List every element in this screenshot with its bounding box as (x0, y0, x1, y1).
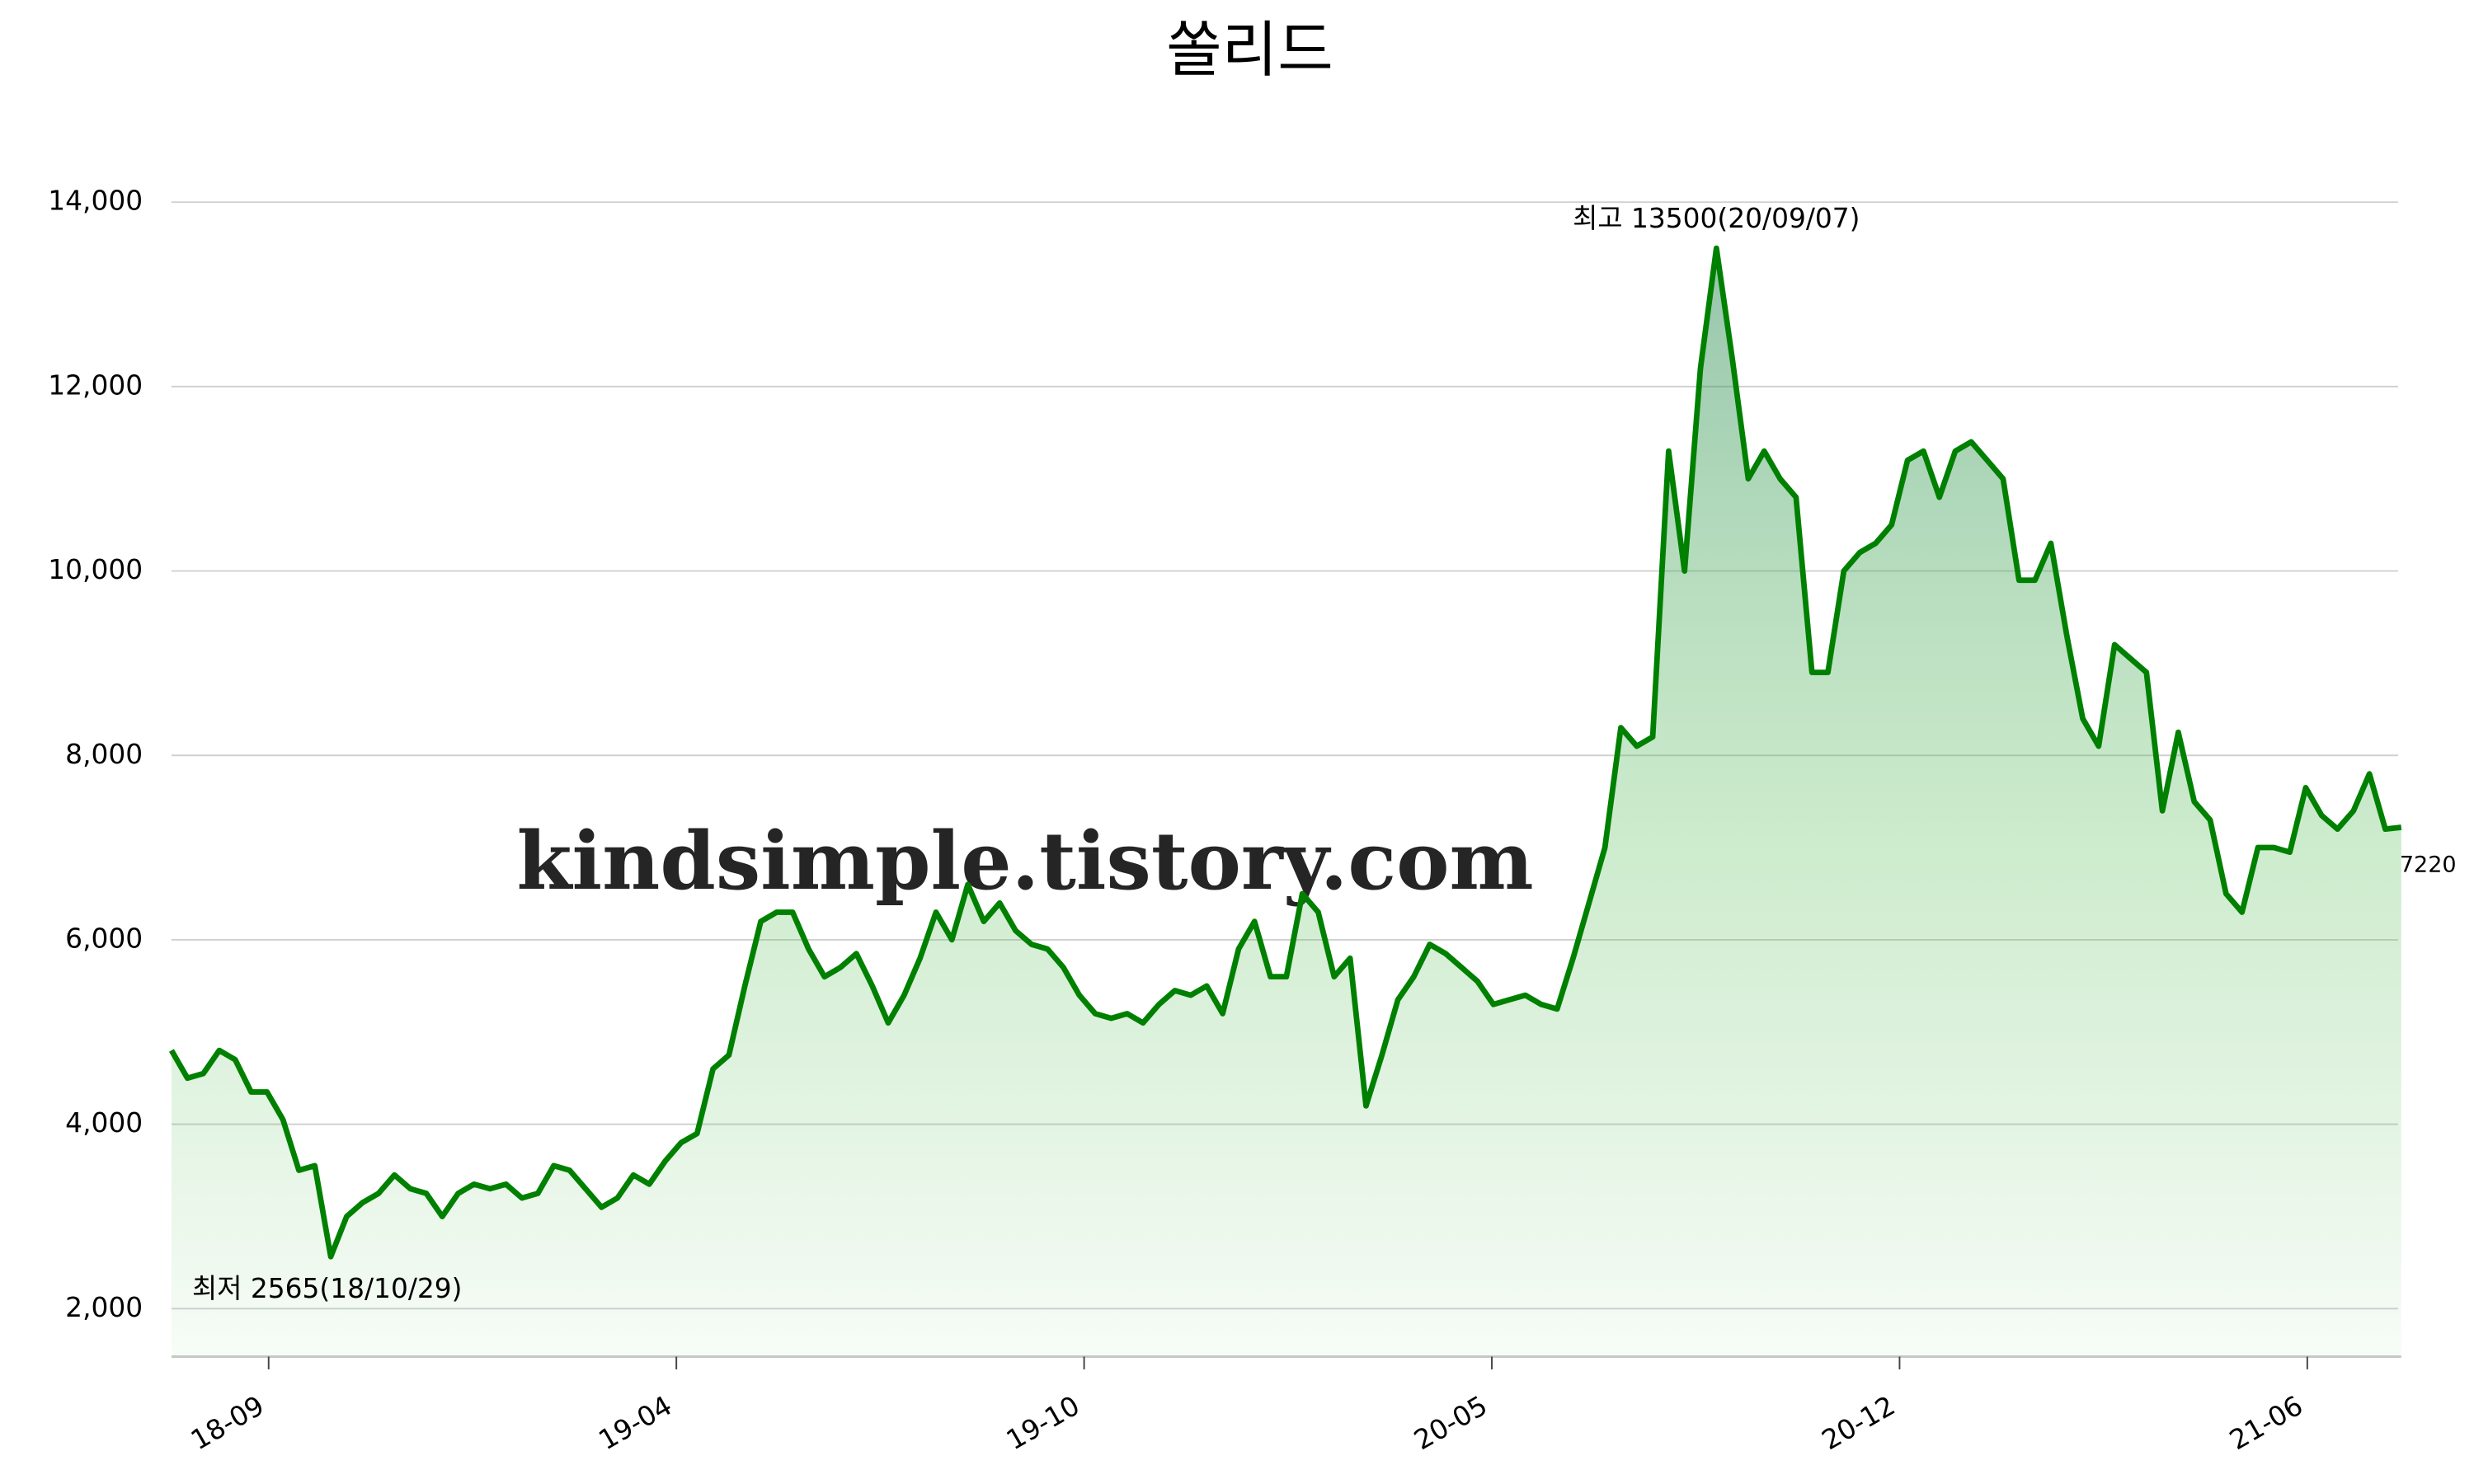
y-tick-label: 12,000 (48, 369, 143, 401)
y-tick-label: 8,000 (65, 739, 143, 770)
x-tick-label: 19-04 (594, 1390, 678, 1457)
area (171, 248, 2401, 1357)
x-tick-label: 21-06 (2224, 1390, 2308, 1457)
y-tick-label: 10,000 (48, 554, 143, 585)
x-tick-label: 19-10 (1001, 1390, 1085, 1457)
min-annotation: 최저 2565(18/10/29) (192, 1273, 462, 1304)
x-tick-label: 20-05 (1409, 1390, 1493, 1457)
last-value-label: 7220 (2400, 852, 2457, 877)
max-annotation: 최고 13500(20/09/07) (1573, 203, 1860, 234)
line (169, 245, 2402, 1260)
chart-title: 쏠리드 (1166, 16, 1333, 86)
x-tick-label: 18-09 (186, 1390, 270, 1457)
watermark: kindsimple.tistory.com (517, 814, 1534, 908)
y-tick-label: 14,000 (48, 186, 143, 217)
y-tick-label: 4,000 (65, 1107, 143, 1139)
y-tick-label: 6,000 (65, 923, 143, 954)
y-tick-label: 2,000 (65, 1292, 143, 1323)
x-tick-label: 20-12 (1817, 1390, 1901, 1457)
